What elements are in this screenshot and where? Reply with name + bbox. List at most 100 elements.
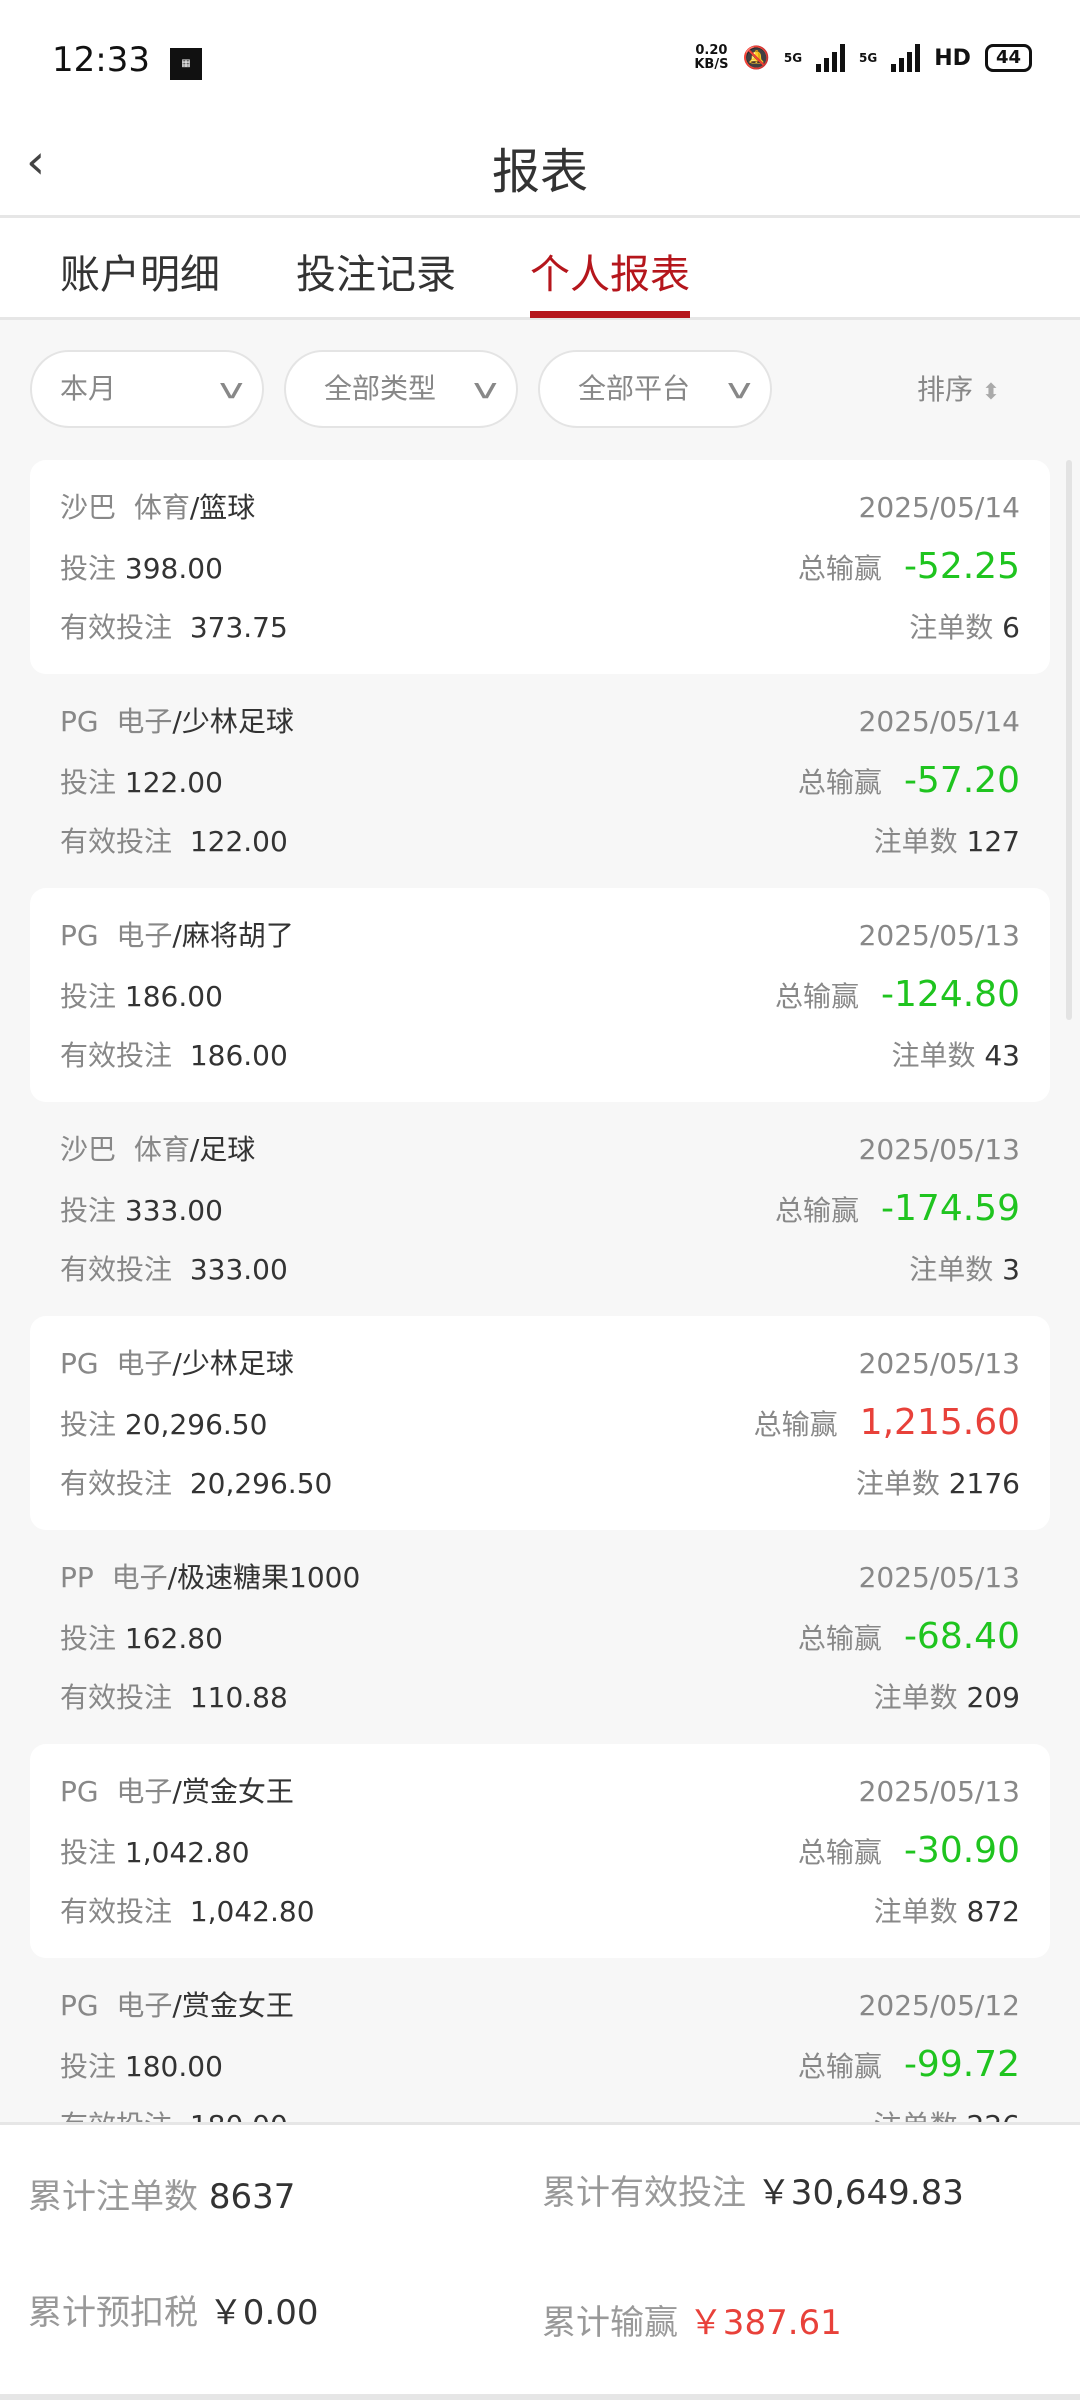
game-name: /足球 [189, 1133, 256, 1166]
net-speed: 0.20 KB/S [694, 44, 728, 72]
category: 电子 [116, 919, 173, 952]
order-count-label: 注单数 [909, 611, 994, 644]
order-count-value: 3 [1002, 1253, 1020, 1286]
card-bet-row: 投注 180.00 总输赢 -99.72 [60, 2044, 1020, 2085]
signal-icon-2 [891, 44, 921, 72]
bet-value: 186.00 [124, 980, 223, 1013]
total-win-label: 总输赢 [775, 1194, 860, 1227]
network-type-2: 5G [859, 51, 878, 65]
total-win-label: 总输赢 [797, 766, 882, 799]
valid-bet-value: 333.00 [189, 1253, 288, 1286]
card-valid-row: 有效投注 122.00 注单数 127 [60, 820, 1020, 860]
game-name: /少林足球 [172, 1347, 294, 1380]
status-icons: 0.20 KB/S 🔕 5G 5G HD 44 [694, 44, 1032, 72]
total-valid-bet: 累计有效投注 ￥30,649.83 [542, 2165, 964, 2214]
card-header: PG 电子/麻将胡了 2025/05/13 [60, 914, 1020, 954]
tab-bet-records[interactable]: 投注记录 [296, 252, 456, 298]
clock: 12:33 [52, 40, 150, 80]
game-name: /赏金女王 [172, 1775, 294, 1808]
card-valid-row: 有效投注 333.00 注单数 3 [60, 1248, 1020, 1288]
category: 电子 [116, 1989, 173, 2022]
order-count-value: 43 [984, 1039, 1020, 1072]
total-win-value: -68.40 [903, 1616, 1020, 1657]
valid-bet-label: 有效投注 [60, 611, 173, 644]
total-tax-value: ￥0.00 [208, 2293, 319, 2333]
bet-value: 20,296.50 [124, 1408, 268, 1441]
card-header: 沙巴 体育/足球 2025/05/13 [60, 1128, 1020, 1168]
card-bet-row: 投注 398.00 总输赢 -52.25 [60, 546, 1020, 587]
date: 2025/05/13 [858, 1561, 1020, 1594]
total-orders-label: 累计注单数 [28, 2177, 198, 2217]
game-name: /麻将胡了 [172, 919, 294, 952]
chevron-left-icon[interactable]: ‹ [26, 134, 46, 190]
total-win-value: -174.59 [881, 1188, 1020, 1229]
sort-icon: ⬍ [981, 380, 1001, 405]
bet-value: 122.00 [124, 766, 223, 799]
report-card[interactable]: PP 电子/极速糖果1000 2025/05/13 投注 162.80 总输赢 -68.… [30, 1530, 1050, 1744]
tab-account-details[interactable]: 账户明细 [60, 252, 220, 298]
total-win-label: 总输赢 [753, 1408, 838, 1441]
game-name: /赏金女王 [172, 1989, 294, 2022]
date: 2025/05/13 [858, 1775, 1020, 1808]
card-header: PP 电子/极速糖果1000 2025/05/13 [60, 1556, 1020, 1596]
order-count-value: 6 [1002, 611, 1020, 644]
report-card[interactable]: PG 电子/少林足球 2025/05/13 投注 20,296.50 总输赢 1,215… [30, 1316, 1050, 1530]
valid-bet-value: 20,296.50 [189, 1467, 333, 1500]
order-count-label: 注单数 [873, 1895, 958, 1928]
report-list: 沙巴 体育/篮球 2025/05/14 投注 398.00 总输赢 -52.25 有效投注… [30, 460, 1050, 2172]
card-header: 沙巴 体育/篮球 2025/05/14 [60, 486, 1020, 526]
date: 2025/05/13 [858, 1347, 1020, 1380]
valid-bet-label: 有效投注 [60, 1039, 173, 1072]
valid-bet-value: 110.88 [189, 1681, 288, 1714]
category: 电子 [116, 1347, 173, 1380]
total-valid-bet-value: ￥30,649.83 [756, 2173, 964, 2213]
header: ‹ 报表 [0, 110, 1080, 218]
date: 2025/05/13 [858, 919, 1020, 952]
total-win-label: 总输赢 [797, 1622, 882, 1655]
total-orders: 累计注单数 8637 [28, 2169, 295, 2218]
bet-label: 投注 [60, 766, 117, 799]
date: 2025/05/14 [858, 705, 1020, 738]
category: 电子 [116, 1775, 173, 1808]
game-name: /少林足球 [172, 705, 294, 738]
total-win-value: -52.25 [903, 546, 1020, 587]
report-card[interactable]: PG 电子/麻将胡了 2025/05/13 投注 186.00 总输赢 -124.80 有… [30, 888, 1050, 1102]
report-card[interactable]: PG 电子/赏金女王 2025/05/13 投注 1,042.80 总输赢 -30.90… [30, 1744, 1050, 1958]
total-orders-value: 8637 [208, 2177, 296, 2217]
card-bet-row: 投注 20,296.50 总输赢 1,215.60 [60, 1402, 1020, 1443]
valid-bet-value: 373.75 [189, 611, 288, 644]
total-win-value: ￥387.61 [688, 2303, 842, 2343]
category: 电子 [111, 1561, 168, 1594]
game-name: /极速糖果1000 [167, 1561, 361, 1594]
battery-icon: 44 [984, 44, 1032, 72]
tab-personal-report[interactable]: 个人报表 [530, 252, 690, 298]
card-bet-row: 投注 186.00 总输赢 -124.80 [60, 974, 1020, 1015]
card-bet-row: 投注 122.00 总输赢 -57.20 [60, 760, 1020, 801]
tab-bar: 账户明细 投注记录 个人报表 [0, 218, 1080, 320]
bottom-divider [0, 2394, 1080, 2400]
category: 体育 [133, 1133, 190, 1166]
card-bet-row: 投注 333.00 总输赢 -174.59 [60, 1188, 1020, 1229]
bet-value: 180.00 [124, 2050, 223, 2083]
total-win-label: 总输赢 [775, 980, 860, 1013]
report-card[interactable]: 沙巴 体育/篮球 2025/05/14 投注 398.00 总输赢 -52.25 有效投注… [30, 460, 1050, 674]
platform-dropdown[interactable]: 全部平台 v [538, 350, 772, 428]
type-value: 全部类型 [324, 372, 437, 405]
total-win-value: -30.90 [903, 1830, 1020, 1871]
bet-value: 162.80 [124, 1622, 223, 1655]
order-count-label: 注单数 [873, 825, 958, 858]
card-valid-row: 有效投注 373.75 注单数 6 [60, 606, 1020, 646]
scrollbar[interactable] [1066, 460, 1072, 1020]
card-header: PG 电子/赏金女王 2025/05/13 [60, 1770, 1020, 1810]
total-tax: 累计预扣税 ￥0.00 [28, 2285, 319, 2334]
valid-bet-value: 1,042.80 [189, 1895, 315, 1928]
notification-icon: ▦ [170, 48, 202, 80]
sort-button[interactable]: 排序 ⬍ [917, 368, 1000, 408]
report-card[interactable]: PG 电子/少林足球 2025/05/14 投注 122.00 总输赢 -57.20 有效… [30, 674, 1050, 888]
summary-panel: 累计注单数 8637 累计有效投注 ￥30,649.83 累计预扣税 ￥0.00… [0, 2122, 1080, 2400]
report-card[interactable]: 沙巴 体育/足球 2025/05/13 投注 333.00 总输赢 -174.59 有效投… [30, 1102, 1050, 1316]
period-dropdown[interactable]: 本月 v [30, 350, 264, 428]
order-count-label: 注单数 [909, 1253, 994, 1286]
type-dropdown[interactable]: 全部类型 v [284, 350, 518, 428]
